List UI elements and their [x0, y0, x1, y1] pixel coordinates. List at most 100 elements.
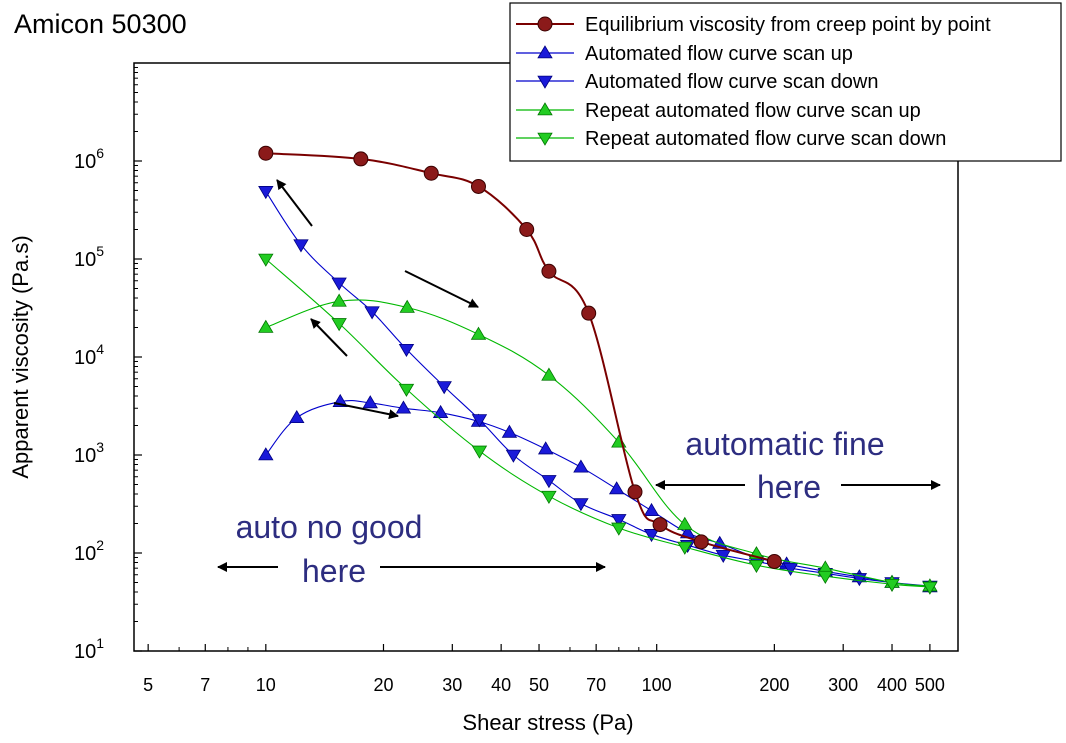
data-point	[289, 409, 305, 424]
data-point	[501, 424, 518, 438]
series-line	[265, 152, 775, 563]
data-point	[537, 441, 554, 455]
legend-label: Repeat automated flow curve scan up	[585, 100, 921, 122]
y-tick-exponent: 1	[96, 635, 104, 651]
legend-marker	[537, 45, 553, 59]
data-point	[423, 165, 439, 181]
data-point	[331, 293, 347, 307]
y-tick-label: 104	[74, 341, 104, 369]
data-point	[573, 498, 589, 512]
data-point	[782, 562, 799, 576]
series-line	[265, 258, 930, 588]
y-tick-label: 106	[74, 145, 104, 173]
data-point	[293, 239, 309, 253]
data-point	[541, 367, 557, 381]
data-point	[541, 263, 557, 279]
direction-arrows	[217, 179, 941, 572]
series-0	[258, 145, 782, 569]
x-axis: 5 7 10 20 30 40 50 70 100 200 300 400 500	[143, 644, 945, 695]
series-layer	[258, 145, 938, 595]
legend-item: Repeat automated flow curve scan up	[516, 100, 921, 122]
x-tick-label: 30	[442, 675, 462, 695]
legend: Equilibrium viscosity from creep point b…	[509, 2, 1062, 162]
y-tick-base: 10	[74, 445, 96, 467]
legend-item: Automated flow curve scan down	[516, 71, 879, 93]
data-point	[611, 514, 627, 528]
y-tick-base: 10	[74, 249, 96, 271]
annotation-nogood-line2: here	[302, 553, 366, 589]
data-point	[643, 529, 660, 543]
x-tick-label: 5	[143, 675, 153, 695]
legend-marker	[537, 16, 553, 32]
data-point	[541, 490, 557, 504]
legend-label: Automated flow curve scan down	[585, 71, 879, 93]
y-tick-label: 101	[74, 635, 104, 663]
data-point	[258, 447, 274, 461]
data-point	[643, 502, 660, 517]
data-point	[608, 481, 625, 495]
y-tick-exponent: 2	[96, 537, 104, 553]
y-tick-exponent: 4	[96, 341, 104, 357]
y-tick-base: 10	[74, 151, 96, 173]
data-point	[922, 581, 938, 595]
legend-marker	[537, 102, 553, 116]
data-point	[611, 522, 627, 536]
x-tick-label: 20	[373, 675, 393, 695]
x-tick-label: 50	[529, 675, 549, 695]
annotation-nogood: auto no good here	[236, 509, 423, 589]
data-point	[470, 326, 487, 340]
data-point	[505, 449, 522, 463]
legend-label: Automated flow curve scan up	[585, 43, 853, 65]
data-point	[398, 343, 415, 358]
y-tick-base: 10	[74, 347, 96, 369]
data-point	[471, 414, 488, 428]
data-point	[627, 484, 643, 500]
data-point	[471, 445, 488, 459]
annotation-fine-line2: here	[757, 469, 821, 505]
x-tick-label: 300	[828, 675, 858, 695]
data-point	[364, 306, 380, 320]
legend-item: Automated flow curve scan up	[516, 43, 853, 65]
data-point	[519, 221, 535, 237]
legend-label: Repeat automated flow curve scan down	[585, 128, 946, 150]
data-point	[884, 578, 900, 593]
x-tick-label: 40	[491, 675, 511, 695]
legend-box	[509, 2, 1062, 162]
arrow-lower-right	[333, 402, 399, 420]
legend-item: Equilibrium viscosity from creep point b…	[516, 14, 991, 36]
legend-marker	[537, 75, 553, 89]
legend-label: Equilibrium viscosity from creep point b…	[585, 14, 991, 36]
data-point	[581, 305, 597, 321]
y-tick-exponent: 5	[96, 243, 104, 259]
data-point	[748, 559, 765, 574]
arrow-mid-left	[310, 318, 348, 357]
y-tick-label: 102	[74, 537, 104, 565]
data-point	[331, 318, 347, 332]
data-point	[677, 541, 693, 555]
annotation-nogood-line1: auto no good	[236, 509, 423, 545]
data-point	[353, 151, 369, 167]
data-point	[470, 178, 486, 194]
x-tick-label: 500	[915, 675, 945, 695]
data-point	[258, 253, 274, 267]
x-tick-label: 200	[759, 675, 789, 695]
series-4	[258, 253, 938, 595]
y-axis-label: Apparent viscosity (Pa.s)	[8, 235, 33, 478]
data-point	[677, 516, 693, 530]
x-axis-label: Shear stress (Pa)	[462, 710, 633, 735]
x-tick-label: 7	[200, 675, 210, 695]
arrow-upper-right	[404, 270, 479, 308]
data-point	[258, 186, 274, 200]
x-tick-label: 70	[586, 675, 606, 695]
data-point	[432, 404, 449, 419]
chart-title: Amicon 50300	[14, 9, 187, 39]
annotation-fine-line1: automatic fine	[685, 426, 884, 462]
annotation-fine: automatic fine here	[685, 426, 884, 505]
x-tick-label: 10	[256, 675, 276, 695]
y-tick-label: 105	[74, 243, 104, 271]
y-tick-base: 10	[74, 543, 96, 565]
x-tick-label: 400	[877, 675, 907, 695]
data-point	[395, 400, 412, 414]
data-point	[258, 145, 274, 161]
